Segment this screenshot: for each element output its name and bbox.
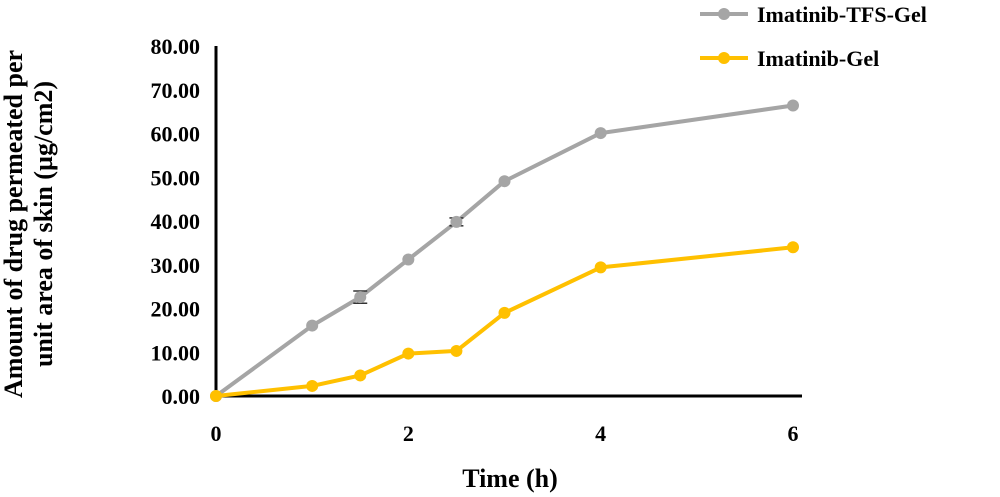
series: [210, 99, 799, 402]
legend-marker: [718, 52, 730, 64]
y-tick-label: 60.00: [151, 122, 201, 147]
x-tick-label: 0: [211, 421, 222, 446]
data-point: [354, 369, 367, 382]
data-point: [450, 215, 463, 228]
legend-marker: [718, 8, 730, 20]
y-tick-label: 20.00: [151, 297, 201, 322]
data-point: [787, 99, 799, 112]
x-tick-label: 2: [403, 421, 414, 446]
legend-item: Imatinib-TFS-Gel: [700, 2, 927, 27]
y-tick-label: 40.00: [151, 209, 201, 234]
data-point: [306, 379, 319, 392]
data-point: [498, 306, 511, 319]
y-tick-label: 80.00: [151, 34, 201, 59]
data-point: [594, 261, 607, 274]
data-point: [210, 390, 222, 402]
y-tick-label: 50.00: [151, 165, 201, 190]
legend: Imatinib-TFS-Gel Imatinib-Gel: [700, 2, 927, 71]
data-point: [787, 241, 799, 254]
tick-labels: 0.00 10.00 20.00 30.00 40.00 50.00 60.00 70.00 8…: [151, 34, 799, 446]
legend-label: Imatinib-TFS-Gel: [757, 2, 927, 27]
legend-item: Imatinib-Gel: [700, 46, 879, 71]
series-1: [210, 241, 799, 402]
y-tick-label: 10.00: [151, 340, 201, 365]
y-tick-label: 0.00: [162, 384, 201, 409]
data-point: [402, 347, 415, 360]
series-line: [214, 245, 795, 398]
data-point: [498, 175, 511, 188]
y-axis-title-line-2: unit area of skin (µg/cm2): [29, 81, 58, 367]
series-line: [214, 103, 795, 398]
data-point: [594, 127, 607, 140]
y-axis-title-line-1: Amount of drug permeated per: [0, 50, 28, 398]
x-tick-label: 4: [595, 421, 606, 446]
data-point: [306, 319, 319, 332]
series-0: [210, 99, 799, 402]
data-point: [402, 253, 415, 266]
axes: [214, 46, 802, 398]
x-axis-title: Time (h): [462, 464, 558, 493]
y-tick-label: 70.00: [151, 78, 201, 103]
y-axis-title: Amount of drug permeated per unit area o…: [0, 50, 58, 398]
x-tick-label: 6: [788, 421, 799, 446]
data-point: [450, 344, 463, 357]
data-point: [354, 291, 367, 304]
legend-label: Imatinib-Gel: [757, 46, 879, 71]
y-tick-label: 30.00: [151, 253, 201, 278]
